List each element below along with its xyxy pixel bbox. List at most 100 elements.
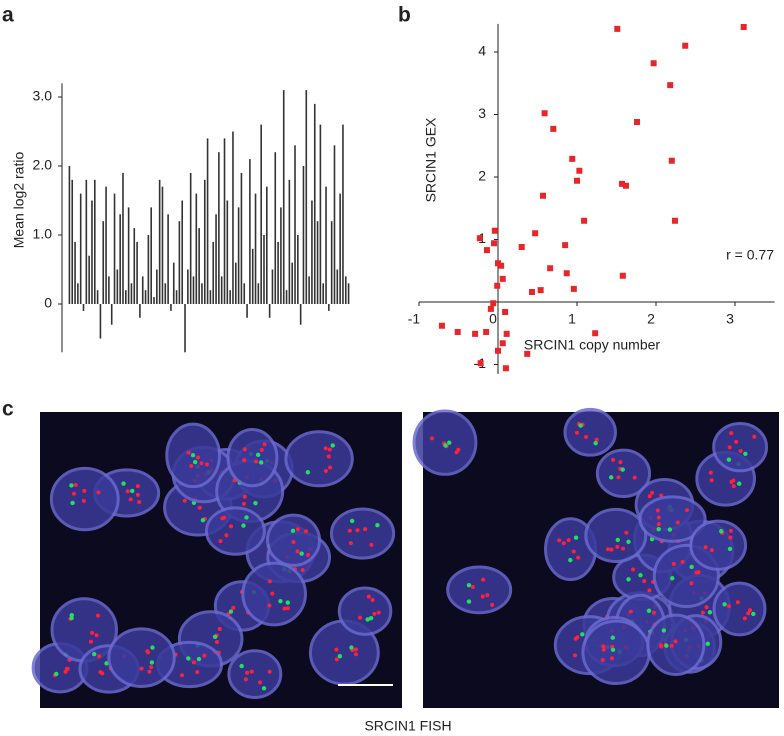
point: [532, 230, 539, 237]
signal: [327, 447, 332, 452]
signal: [703, 545, 708, 550]
nucleus: [107, 627, 176, 688]
signal: [731, 484, 736, 489]
signal: [735, 600, 740, 605]
signal: [290, 528, 296, 534]
bar: [141, 276, 144, 304]
signal: [128, 497, 133, 502]
signal: [81, 498, 86, 503]
signal: [605, 547, 610, 552]
bar: [280, 207, 282, 304]
signal: [96, 490, 101, 495]
signal: [647, 494, 652, 499]
signal: [100, 671, 105, 676]
bar: [203, 179, 206, 304]
point: [438, 322, 445, 329]
signal: [349, 645, 354, 650]
signal: [190, 453, 196, 458]
signal: [200, 518, 206, 523]
signal: [222, 515, 227, 520]
signal: [355, 528, 360, 533]
signal: [229, 524, 234, 529]
signal: [186, 450, 191, 455]
nucleus: [712, 421, 769, 473]
signal: [656, 522, 661, 527]
y-tick-label: 2: [478, 168, 486, 184]
signal: [466, 599, 472, 604]
signal: [443, 443, 448, 448]
signal: [689, 581, 694, 586]
signal: [575, 635, 580, 640]
signal: [285, 606, 290, 611]
bar: [161, 186, 164, 304]
signal: [54, 671, 59, 677]
signal: [70, 500, 75, 506]
signal: [620, 467, 625, 472]
signal: [353, 652, 358, 657]
signal: [566, 538, 571, 543]
signal: [347, 528, 352, 533]
bar: [333, 145, 336, 304]
fish-caption: SRCIN1 FISH: [364, 718, 451, 734]
signal: [742, 616, 747, 621]
bar: [93, 179, 96, 304]
bar: [195, 193, 198, 304]
signal: [228, 609, 234, 614]
nucleus: [584, 507, 648, 564]
signal: [673, 639, 678, 644]
signal: [561, 541, 566, 546]
signal: [700, 610, 705, 615]
bar: [336, 269, 339, 304]
nucleus: [204, 506, 266, 556]
signal: [611, 457, 616, 462]
signal: [224, 533, 229, 538]
bar: [282, 90, 285, 304]
bar: [218, 152, 220, 304]
signal: [615, 537, 621, 543]
point: [499, 275, 506, 282]
signal: [231, 605, 236, 610]
signal: [180, 673, 185, 678]
signal: [353, 647, 358, 652]
nucleus: [689, 519, 748, 571]
signal: [466, 583, 472, 588]
signal: [646, 608, 652, 613]
bar: [288, 179, 291, 304]
signal: [609, 656, 614, 661]
signal: [195, 670, 200, 675]
bar: [223, 138, 226, 304]
signal: [572, 653, 577, 658]
bar: [153, 297, 155, 304]
bar: [291, 262, 293, 304]
signal: [125, 489, 130, 494]
signal: [737, 481, 742, 486]
nucleus: [329, 507, 396, 560]
y-axis-label: SRCIN1 GEX: [423, 117, 439, 202]
point: [528, 289, 535, 295]
point: [614, 25, 621, 32]
nucleus: [284, 430, 354, 488]
signal: [727, 546, 733, 552]
point: [491, 227, 498, 234]
bar: [130, 283, 133, 304]
bar: [105, 186, 107, 304]
signal: [261, 686, 267, 691]
bar: [240, 172, 243, 304]
signal: [638, 573, 643, 578]
signal: [656, 526, 661, 532]
signal: [456, 447, 461, 452]
bar: [150, 207, 152, 304]
signal: [262, 442, 267, 447]
signal: [584, 434, 589, 439]
signal: [728, 528, 733, 533]
signal: [624, 530, 629, 535]
signal: [376, 610, 381, 615]
panel-label: c: [2, 398, 14, 421]
point: [650, 60, 657, 67]
signal: [291, 539, 296, 544]
signal: [254, 459, 259, 464]
bar: [102, 221, 105, 304]
signal: [375, 522, 380, 528]
bar: [99, 304, 102, 339]
